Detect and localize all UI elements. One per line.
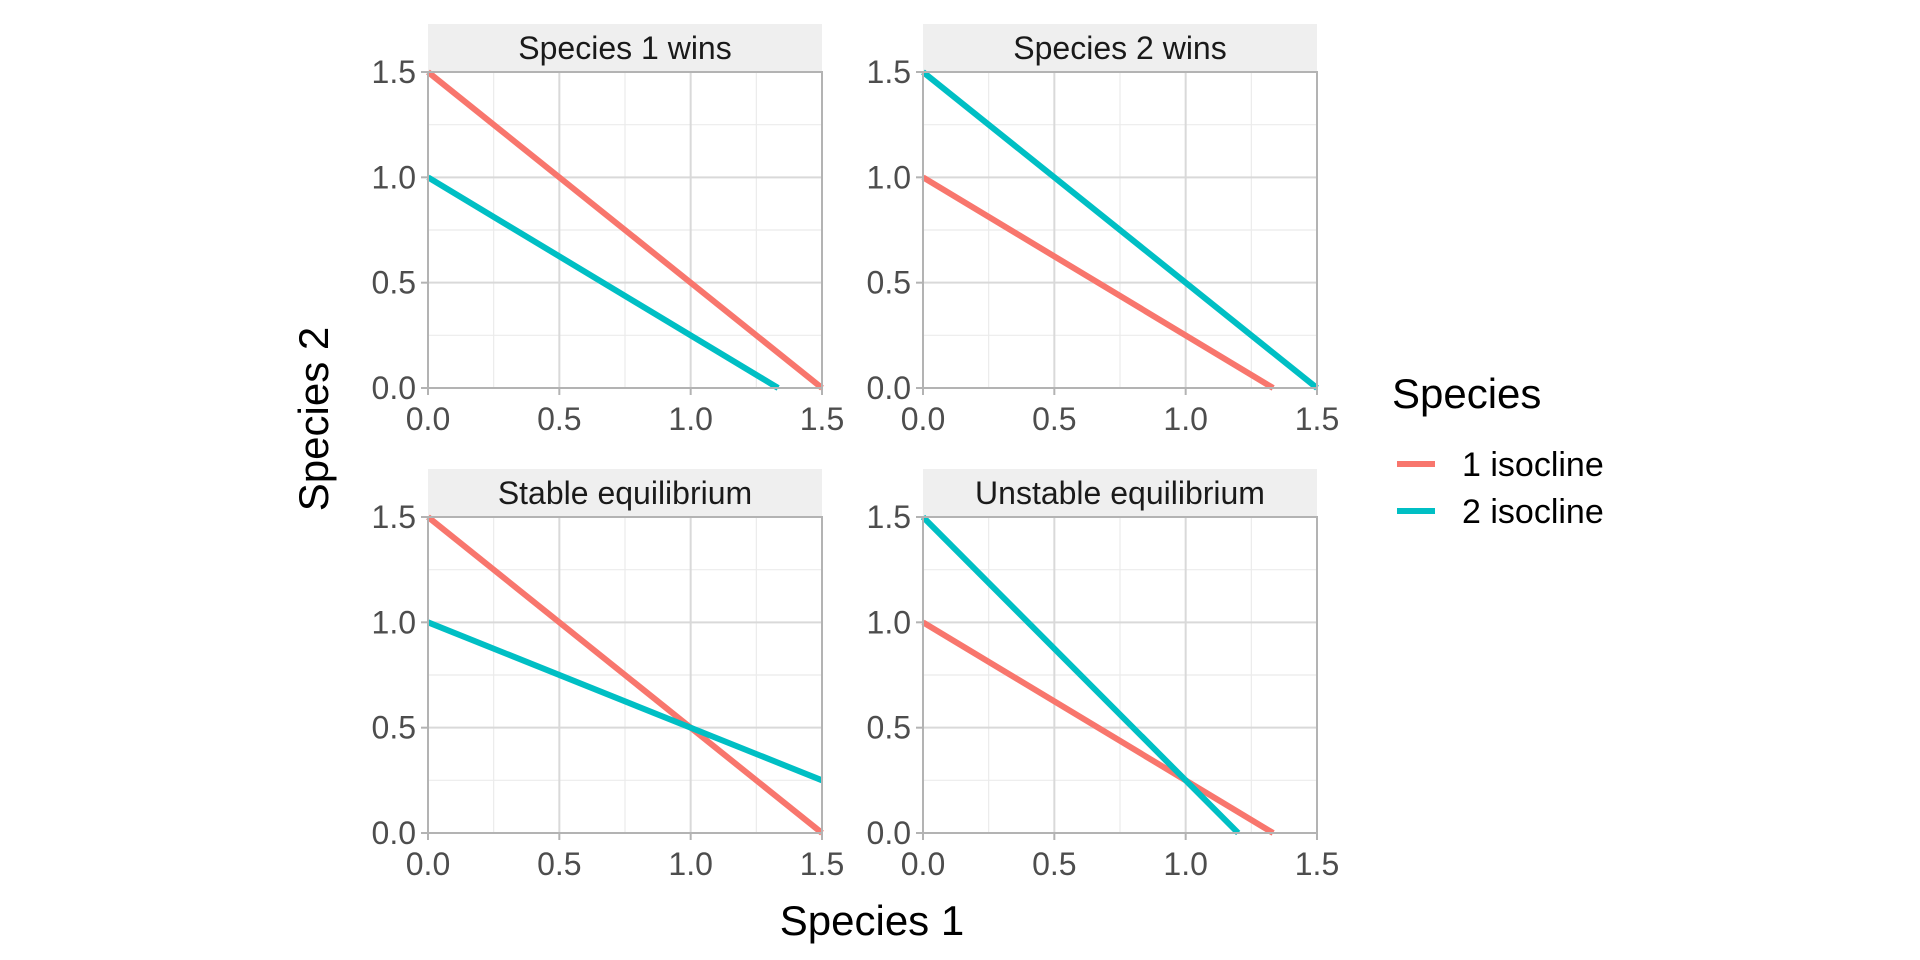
- series-2-isocline: [426, 174, 780, 391]
- x-tick-label: 0.5: [1032, 401, 1076, 437]
- y-tick-label: 1.5: [867, 499, 911, 535]
- x-tick-label: 1.5: [800, 846, 844, 882]
- series-1-isocline: [426, 69, 824, 391]
- x-tick-label: 1.0: [668, 846, 712, 882]
- panel-1: Species 1 wins 0.0 0.5 1.0 1.5 0.0 0.5 1.0 1.5: [372, 24, 844, 437]
- x-tick-label: 0.0: [406, 401, 450, 437]
- legend-label-2-isocline: 2 isocline: [1462, 493, 1604, 531]
- legend-label-1-isocline: 1 isocline: [1462, 446, 1604, 484]
- panel-border: [427, 71, 823, 389]
- series-1-isocline: [921, 174, 1275, 391]
- panel-border: [922, 71, 1318, 389]
- panel-title: Species 1 wins: [518, 30, 731, 66]
- y-tick-label: 0.5: [372, 265, 416, 301]
- x-tick-label: 1.0: [1163, 846, 1207, 882]
- x-tick-label: 0.5: [1032, 846, 1076, 882]
- y-tick-label: 0.0: [867, 815, 911, 851]
- y-tick-label: 0.5: [867, 265, 911, 301]
- panel-strip: [428, 469, 822, 517]
- y-tick-label: 1.5: [372, 54, 416, 90]
- series-1-isocline: [921, 619, 1275, 836]
- y-tick-label: 0.5: [867, 710, 911, 746]
- panel-strip: [923, 24, 1317, 72]
- y-tick-label: 1.5: [867, 54, 911, 90]
- panel-title: Unstable equilibrium: [975, 475, 1265, 511]
- panel-4: Unstable equilibrium 0.0 0.5 1.0 1.5 0.0 0.5 1.…: [867, 469, 1339, 882]
- x-tick-label: 1.5: [1295, 846, 1339, 882]
- panel-3: Stable equilibrium 0.0 0.5 1.0 1.5 0.0 0.5 1.0 1…: [372, 469, 844, 882]
- x-tick-label: 0.0: [901, 401, 945, 437]
- x-tick-label: 0.5: [537, 846, 581, 882]
- legend-title: Species: [1392, 370, 1541, 417]
- y-tick-label: 1.0: [372, 604, 416, 640]
- panel-border: [427, 516, 823, 834]
- series-2-isocline: [920, 514, 1241, 836]
- x-tick-label: 1.0: [668, 401, 712, 437]
- panel-strip: [428, 24, 822, 72]
- panel-border: [922, 516, 1318, 834]
- x-tick-label: 1.5: [1295, 401, 1339, 437]
- panel-strip: [923, 469, 1317, 517]
- y-tick-label: 1.0: [867, 159, 911, 195]
- y-tick-label: 1.0: [372, 159, 416, 195]
- y-tick-label: 0.0: [372, 370, 416, 406]
- legend: Species 1 isocline 2 isocline: [1392, 370, 1604, 531]
- panel-title: Stable equilibrium: [498, 475, 752, 511]
- y-tick-label: 0.0: [372, 815, 416, 851]
- x-axis-title: Species 1: [780, 897, 964, 944]
- x-tick-label: 1.0: [1163, 401, 1207, 437]
- x-tick-label: 1.5: [800, 401, 844, 437]
- x-tick-label: 0.0: [406, 846, 450, 882]
- series-1-isocline: [426, 514, 824, 836]
- x-tick-label: 0.0: [901, 846, 945, 882]
- series-2-isocline: [921, 69, 1319, 391]
- y-tick-label: 1.0: [867, 604, 911, 640]
- y-axis-title: Species 2: [290, 327, 337, 511]
- y-tick-label: 0.0: [867, 370, 911, 406]
- panel-title: Species 2 wins: [1013, 30, 1226, 66]
- y-tick-label: 0.5: [372, 710, 416, 746]
- panel-2: Species 2 wins 0.0 0.5 1.0 1.5 0.0 0.5 1.0 1.5: [867, 24, 1339, 437]
- x-tick-label: 0.5: [537, 401, 581, 437]
- y-tick-label: 1.5: [372, 499, 416, 535]
- series-2-isocline: [426, 619, 824, 784]
